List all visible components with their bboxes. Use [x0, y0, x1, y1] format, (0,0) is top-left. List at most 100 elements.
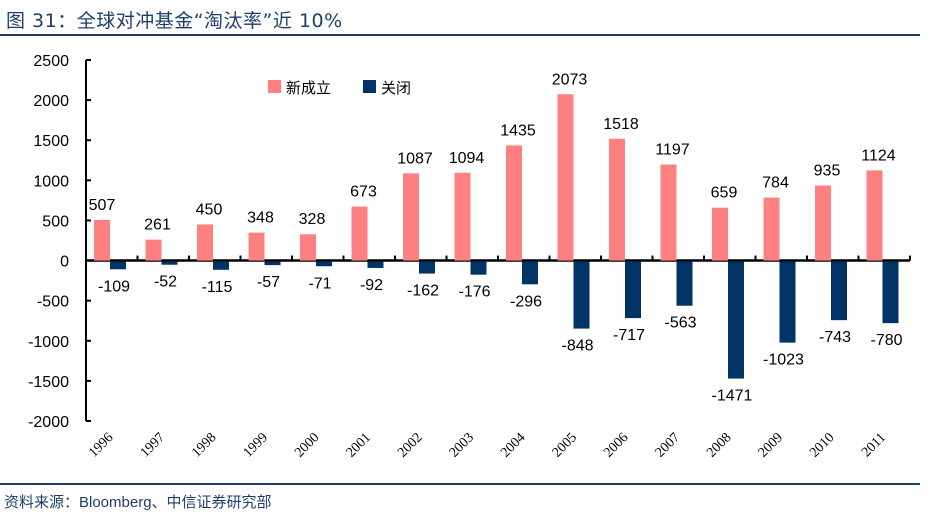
- bar-new-funds: [454, 172, 471, 261]
- bar-closed: [470, 261, 487, 275]
- x-tick-label: 2000: [292, 430, 322, 460]
- bar-closed: [676, 261, 693, 306]
- data-label-new-funds: 261: [144, 217, 171, 234]
- data-label-new-funds: 935: [814, 163, 841, 180]
- data-label-new-funds: 1124: [861, 147, 896, 164]
- chart-title: 图 31：全球对冲基金“淘汰率”近 10%: [6, 10, 343, 32]
- x-tick-label: 2004: [498, 430, 528, 460]
- data-label-closed: -115: [202, 279, 233, 296]
- bar-new-funds: [145, 239, 162, 261]
- x-tick-label: 2001: [344, 430, 374, 460]
- legend-label-new-funds: 新成立: [286, 79, 331, 97]
- x-tick-label: 1997: [138, 430, 168, 460]
- bar-new-funds: [248, 232, 265, 261]
- data-label-new-funds: 1087: [397, 150, 433, 167]
- y-tick-label: -1000: [28, 334, 69, 351]
- bar-closed: [161, 261, 178, 265]
- data-label-closed: -109: [98, 278, 130, 295]
- y-tick-label: 2500: [33, 53, 69, 70]
- x-tick-label: 2003: [447, 430, 477, 460]
- bar-new-funds: [197, 224, 213, 261]
- bar-new-funds: [557, 94, 574, 261]
- bar-closed: [316, 261, 332, 267]
- bar-closed: [264, 261, 281, 266]
- legend-swatch-closed: [363, 80, 376, 93]
- data-label-new-funds: 1197: [655, 142, 690, 159]
- legend-label-closed: 关闭: [381, 79, 411, 97]
- bar-closed: [831, 261, 847, 321]
- y-axis: 2500 2000 1500 1000 500 0 -500 -1000 -1500 -2000: [28, 53, 91, 431]
- data-label-new-funds: 328: [299, 211, 326, 228]
- y-tick-label: -500: [37, 294, 69, 311]
- data-label-new-funds: 1518: [603, 116, 639, 133]
- bar-new-funds: [712, 207, 728, 261]
- legend-swatch-new-funds: [268, 80, 281, 93]
- x-tick-label: 1999: [241, 430, 271, 460]
- source-note: 资料来源：Bloomberg、中信证券研究部: [4, 494, 272, 511]
- data-label-closed: -848: [561, 338, 593, 355]
- bar-closed: [213, 261, 229, 270]
- data-label-closed: -92: [360, 277, 383, 294]
- y-tick-label: 2000: [33, 93, 69, 110]
- x-tick-label: 1998: [189, 430, 219, 460]
- data-label-closed: -717: [613, 327, 645, 344]
- x-tick-label: 2005: [550, 430, 580, 460]
- data-label-new-funds: 659: [711, 185, 738, 202]
- title-divider: [0, 34, 920, 36]
- y-tick-label: 1500: [33, 133, 69, 150]
- legend: 新成立 关闭: [268, 79, 411, 97]
- data-label-closed: -1023: [763, 352, 804, 369]
- data-label-closed: -71: [308, 275, 331, 292]
- bar-closed: [882, 261, 899, 324]
- y-tick-label: 1000: [33, 173, 69, 190]
- y-tick-label: -2000: [28, 414, 69, 431]
- bar-closed: [573, 261, 590, 329]
- data-label-new-funds: 673: [350, 184, 377, 201]
- data-label-closed: -57: [257, 274, 280, 291]
- data-label-new-funds: 2073: [552, 71, 588, 88]
- bar-new-funds: [506, 145, 522, 261]
- x-tick-label: 2007: [653, 430, 683, 460]
- data-label-closed: -1471: [712, 388, 753, 405]
- data-label-closed: -780: [870, 332, 902, 349]
- bar-new-funds: [403, 173, 419, 261]
- data-label-new-funds: 507: [89, 197, 116, 214]
- data-labels: 507 -109 261 -52 450 -115 348 -57 328 -71 673 -92 10…: [89, 71, 903, 404]
- bar-closed: [779, 261, 796, 343]
- data-label-new-funds: 784: [762, 175, 789, 192]
- bar-new-funds: [815, 185, 831, 261]
- bars: [94, 94, 899, 379]
- x-tick-label: 2006: [601, 430, 631, 460]
- y-tick-label: 0: [60, 254, 69, 271]
- x-tick-label: 2011: [859, 430, 889, 460]
- data-label-closed: -52: [154, 274, 177, 291]
- bar-new-funds: [866, 170, 883, 261]
- x-tick-label: 2009: [756, 430, 786, 460]
- y-tick-label: -1500: [28, 374, 69, 391]
- bar-chart: 25002000150010005000-500-1000-1500-2000 …: [28, 53, 911, 461]
- data-label-new-funds: 348: [247, 210, 274, 227]
- bar-closed: [522, 261, 538, 285]
- bar-new-funds: [763, 197, 780, 261]
- data-label-new-funds: 1094: [449, 150, 485, 167]
- y-tick-label: 500: [42, 213, 69, 230]
- bar-closed: [419, 261, 435, 274]
- footer-divider: [0, 483, 920, 485]
- bar-new-funds: [351, 206, 368, 261]
- data-label-new-funds: 450: [196, 201, 223, 218]
- bar-new-funds: [300, 234, 316, 261]
- bar-closed: [110, 261, 126, 270]
- bar-closed: [728, 261, 744, 379]
- bar-new-funds: [609, 138, 625, 261]
- x-tick-label: 2008: [704, 430, 734, 460]
- x-tick-label: 2010: [807, 430, 837, 460]
- data-label-new-funds: 1435: [500, 122, 536, 139]
- data-label-closed: -743: [819, 329, 851, 346]
- bar-new-funds: [660, 164, 677, 261]
- data-label-closed: -296: [510, 293, 542, 310]
- bar-new-funds: [94, 219, 110, 261]
- data-label-closed: -176: [458, 284, 490, 301]
- x-tick-label: 2002: [395, 430, 425, 460]
- bar-closed: [367, 261, 384, 268]
- x-tick-label: 1996: [86, 430, 116, 460]
